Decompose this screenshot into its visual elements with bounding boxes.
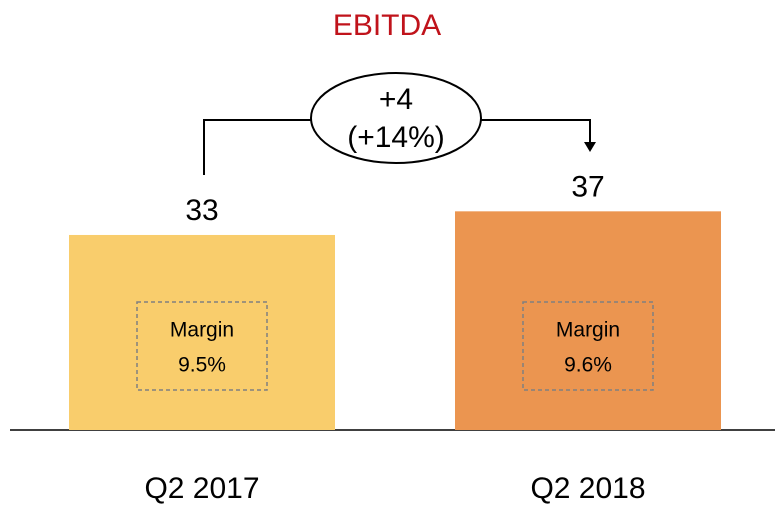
annotation-ellipse — [310, 72, 482, 164]
margin-value: 9.5% — [178, 354, 226, 377]
margin-label: Margin — [556, 319, 620, 342]
margin-box — [522, 301, 654, 391]
margin-value: 9.6% — [564, 354, 612, 377]
data-label: 37 — [571, 170, 604, 203]
data-label: 33 — [185, 194, 218, 227]
bar — [455, 211, 721, 430]
margin-label: Margin — [170, 319, 234, 342]
bracket — [203, 119, 591, 175]
chart-title: EBITDA — [333, 9, 441, 42]
arrow-head — [584, 142, 596, 152]
x-tick-label: Q2 2018 — [530, 472, 645, 505]
bar — [69, 234, 335, 430]
margin-box — [136, 301, 268, 391]
x-tick-label: Q2 2017 — [144, 472, 259, 505]
annotation-percent: (+14%) — [347, 121, 445, 154]
annotation-delta: +4 — [379, 83, 413, 116]
